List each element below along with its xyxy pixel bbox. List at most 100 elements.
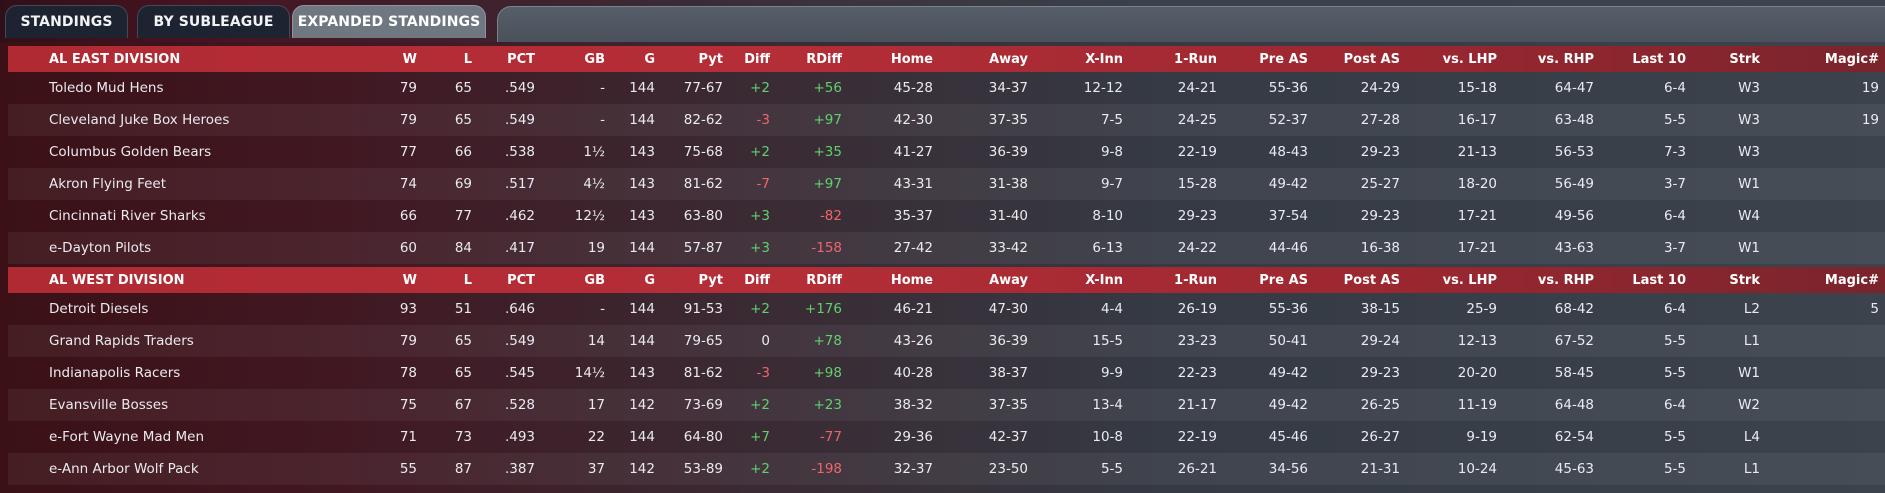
team-row[interactable]: Grand Rapids Traders 79 65 .549 14 144 79-65 0 +… [8, 325, 1885, 357]
team-row[interactable]: e-Fort Wayne Mad Men 71 73 .493 22 144 64-80 +7… [8, 421, 1885, 453]
team-name-link[interactable]: Indianapolis Racers [49, 365, 181, 381]
team-name-link[interactable]: Cleveland Juke Box Heroes [49, 112, 230, 128]
team-name-link[interactable]: Detroit Diesels [49, 301, 149, 317]
column-header-home[interactable]: Home [890, 272, 933, 288]
column-header-extra-innings[interactable]: X-Inn [1085, 272, 1123, 288]
column-header-pre-all-star[interactable]: Pre AS [1259, 51, 1308, 67]
away-cell: 31-38 [988, 176, 1028, 192]
column-header-one-run[interactable]: 1-Run [1174, 272, 1217, 288]
column-header-post-all-star[interactable]: Post AS [1343, 51, 1400, 67]
post-all-star-cell: 21-31 [1360, 461, 1400, 477]
team-name-link[interactable]: Columbus Golden Bears [49, 144, 212, 160]
column-header-last-10[interactable]: Last 10 [1632, 51, 1686, 67]
one-run-cell: 22-23 [1177, 365, 1217, 381]
streak-cell: W3 [1738, 144, 1760, 160]
extra-innings-cell: 12-12 [1083, 80, 1123, 96]
column-header-pythag[interactable]: Pyt [698, 51, 723, 67]
team-row[interactable]: Columbus Golden Bears 77 66 .538 1½ 143 75-68 +… [8, 136, 1885, 168]
extra-innings-cell: 9-7 [1100, 176, 1123, 192]
column-header-last-10[interactable]: Last 10 [1632, 272, 1686, 288]
vs-lhp-cell: 20-20 [1457, 365, 1497, 381]
column-header-pre-all-star[interactable]: Pre AS [1259, 272, 1308, 288]
column-header-one-run[interactable]: 1-Run [1174, 51, 1217, 67]
column-header-vs-lhp[interactable]: vs. LHP [1442, 272, 1497, 288]
team-name-link[interactable]: e-Ann Arbor Wolf Pack [49, 461, 199, 477]
team-row[interactable]: Detroit Diesels 93 51 .646 - 144 91-53 +2 +176 46… [8, 293, 1885, 325]
losses-cell: 65 [454, 112, 472, 128]
team-name-link[interactable]: e-Dayton Pilots [49, 240, 152, 256]
team-row[interactable]: e-Ann Arbor Wolf Pack 55 87 .387 37 142 53-89 +… [8, 453, 1885, 485]
column-header-vs-rhp[interactable]: vs. RHP [1537, 272, 1594, 288]
streak-cell: L4 [1743, 429, 1760, 445]
column-header-pct[interactable]: PCT [507, 272, 535, 288]
team-name-link[interactable]: Toledo Mud Hens [49, 80, 164, 96]
column-header-magic-number[interactable]: Magic# [1824, 51, 1879, 67]
wins-cell: 71 [399, 429, 417, 445]
column-header-games[interactable]: G [644, 272, 655, 288]
losses-cell: 51 [454, 301, 472, 317]
pre-all-star-cell: 37-54 [1268, 208, 1308, 224]
extra-innings-cell: 7-5 [1100, 112, 1123, 128]
pythag-cell: 63-80 [683, 208, 723, 224]
division-name: AL WEST DIVISION [49, 272, 185, 288]
column-header-magic-number[interactable]: Magic# [1824, 272, 1879, 288]
team-name-link[interactable]: Akron Flying Feet [49, 176, 167, 192]
streak-cell: W3 [1738, 112, 1760, 128]
column-header-diff[interactable]: Diff [744, 272, 770, 288]
team-name-link[interactable]: e-Fort Wayne Mad Men [49, 429, 205, 445]
column-header-pythag[interactable]: Pyt [698, 272, 723, 288]
run-diff-cell: -82 [819, 208, 842, 224]
column-header-home[interactable]: Home [890, 51, 933, 67]
column-header-away[interactable]: Away [989, 272, 1028, 288]
column-header-pct[interactable]: PCT [507, 51, 535, 67]
team-name-link[interactable]: Evansville Bosses [49, 397, 169, 413]
away-cell: 34-37 [988, 80, 1028, 96]
column-header-wins[interactable]: W [402, 272, 417, 288]
post-all-star-cell: 16-38 [1360, 240, 1400, 256]
column-header-games-back[interactable]: GB [584, 51, 605, 67]
column-header-away[interactable]: Away [989, 51, 1028, 67]
column-header-run-diff[interactable]: RDiff [806, 51, 842, 67]
streak-cell: L1 [1743, 461, 1760, 477]
one-run-cell: 23-23 [1177, 333, 1217, 349]
tab-expanded-standings[interactable]: EXPANDED STANDINGS [292, 5, 486, 38]
column-header-streak[interactable]: Strk [1729, 272, 1760, 288]
vs-lhp-cell: 25-9 [1466, 301, 1497, 317]
losses-cell: 67 [454, 397, 472, 413]
home-cell: 40-28 [893, 365, 933, 381]
vs-rhp-cell: 43-63 [1554, 240, 1594, 256]
team-row[interactable]: Akron Flying Feet 74 69 .517 4½ 143 81-62 -7 +97… [8, 168, 1885, 200]
wins-cell: 78 [399, 365, 417, 381]
tab-by-subleague[interactable]: BY SUBLEAGUE [137, 5, 290, 38]
column-header-diff[interactable]: Diff [744, 51, 770, 67]
column-header-post-all-star[interactable]: Post AS [1343, 272, 1400, 288]
column-header-vs-rhp[interactable]: vs. RHP [1537, 51, 1594, 67]
team-row[interactable]: Evansville Bosses 75 67 .528 17 142 73-69 +2 +23… [8, 389, 1885, 421]
team-name-link[interactable]: Grand Rapids Traders [49, 333, 194, 349]
team-row[interactable]: Cleveland Juke Box Heroes 79 65 .549 - 144 82-… [8, 104, 1885, 136]
column-header-losses[interactable]: L [463, 51, 472, 67]
column-header-run-diff[interactable]: RDiff [806, 272, 842, 288]
column-header-wins[interactable]: W [402, 51, 417, 67]
team-row[interactable]: Toledo Mud Hens 79 65 .549 - 144 77-67 +2 +56 45-… [8, 72, 1885, 104]
column-header-streak[interactable]: Strk [1729, 51, 1760, 67]
team-row[interactable]: Cincinnati River Sharks 66 77 .462 12½ 143 63-… [8, 200, 1885, 232]
column-header-games[interactable]: G [644, 51, 655, 67]
run-diff-cell: +23 [813, 397, 843, 413]
column-header-games-back[interactable]: GB [584, 272, 605, 288]
team-row[interactable]: e-Dayton Pilots 60 84 .417 19 144 57-87 +3 -158 2… [8, 232, 1885, 264]
diff-cell: 0 [761, 333, 770, 349]
home-cell: 35-37 [893, 208, 933, 224]
vs-rhp-cell: 49-56 [1554, 208, 1594, 224]
team-row[interactable]: Indianapolis Racers 78 65 .545 14½ 143 81-62 -3… [8, 357, 1885, 389]
division-name: AL EAST DIVISION [49, 51, 181, 67]
one-run-cell: 24-25 [1177, 112, 1217, 128]
column-header-losses[interactable]: L [463, 272, 472, 288]
streak-cell: L1 [1743, 333, 1760, 349]
team-name-link[interactable]: Cincinnati River Sharks [49, 208, 206, 224]
games-cell: 144 [629, 333, 655, 349]
tab-standings[interactable]: STANDINGS [5, 5, 128, 38]
column-header-extra-innings[interactable]: X-Inn [1085, 51, 1123, 67]
column-header-vs-lhp[interactable]: vs. LHP [1442, 51, 1497, 67]
streak-cell: W2 [1738, 397, 1760, 413]
